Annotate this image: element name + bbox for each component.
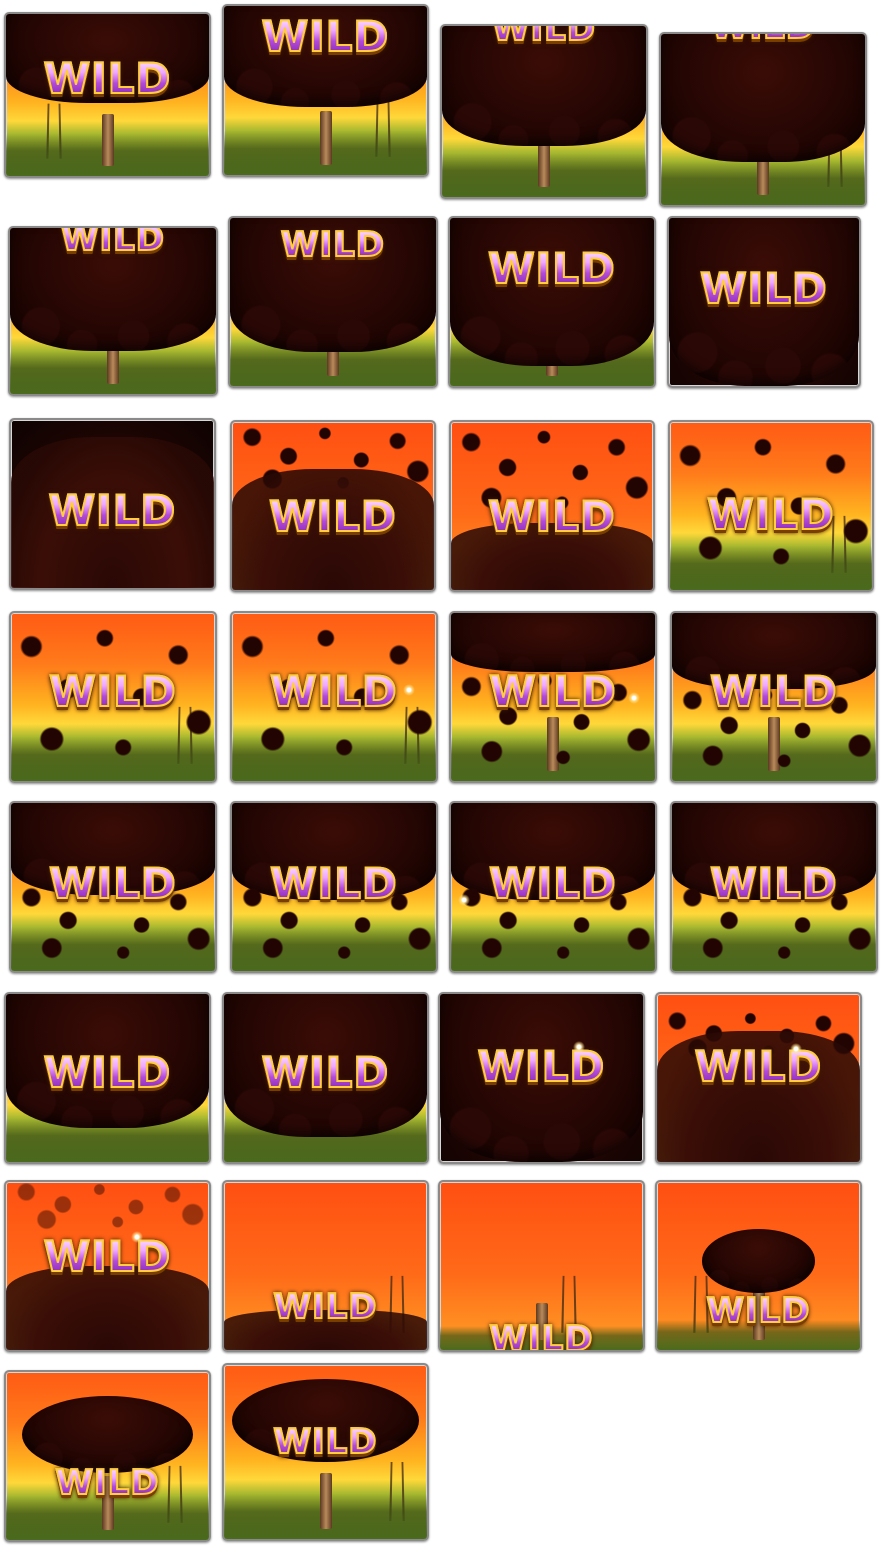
oil-gusher: [224, 6, 427, 108]
oil-gusher: [672, 613, 876, 689]
oil-gusher: [232, 1378, 419, 1463]
oil-gusher: [450, 218, 654, 366]
wild-frame-17: WILD: [9, 801, 217, 973]
oil-pool: [657, 1030, 860, 1162]
wild-frame-16: WILD: [670, 611, 878, 783]
wild-frame-2: WILD: [222, 4, 429, 177]
wild-frame-30: WILD: [222, 1363, 429, 1541]
oil-gusher: [701, 1229, 816, 1293]
oil-gusher: [10, 228, 216, 351]
wild-frame-19: WILD: [449, 801, 657, 973]
oil-droplets: [232, 878, 436, 971]
wellhead-pipe: [752, 1289, 765, 1340]
wild-frame-9: WILD: [9, 418, 216, 590]
wild-frame-8: WILD: [667, 216, 861, 388]
wild-frame-15: WILD: [449, 611, 657, 783]
wild-frame-5: WILD: [8, 226, 218, 396]
wild-frame-27: WILD: [438, 1180, 645, 1352]
oil-gusher: [440, 994, 643, 1162]
wild-frame-20: WILD: [670, 801, 878, 973]
oil-droplets: [232, 613, 436, 781]
oil-droplets: [6, 1182, 209, 1233]
oil-pool: [232, 469, 434, 590]
oil-gusher: [230, 218, 436, 353]
wild-frame-11: WILD: [449, 420, 655, 592]
wild-frame-18: WILD: [230, 801, 438, 973]
wellhead-pipe: [538, 132, 550, 187]
wild-frame-28: WILD: [655, 1180, 862, 1352]
oil-droplets: [670, 422, 872, 590]
wild-frame-26: WILD: [222, 1180, 429, 1352]
oil-gusher: [22, 1395, 193, 1473]
oil-droplets: [451, 663, 655, 781]
wild-frame-3: WILD: [440, 24, 648, 199]
wild-frame-10: WILD: [230, 420, 436, 592]
wellhead-pipe: [101, 1476, 114, 1530]
oil-pool: [451, 522, 653, 590]
oil-droplets: [672, 878, 876, 971]
sparkle-icon: [627, 691, 641, 705]
wellhead-pipe: [101, 114, 114, 167]
wellhead-pipe: [319, 1472, 332, 1529]
oil-pool: [224, 1309, 427, 1350]
wild-frame-4: WILD: [659, 32, 867, 207]
wild-frame-6: WILD: [228, 216, 438, 388]
wild-frame-13: WILD: [9, 611, 217, 783]
oil-droplets: [11, 878, 215, 971]
wellhead-pipe: [535, 1302, 548, 1340]
oil-droplets: [451, 878, 655, 971]
wellhead-pipe: [319, 110, 332, 165]
sparkle-icon: [130, 1230, 144, 1244]
oil-pool: [11, 436, 214, 588]
sparkle-icon: [457, 893, 471, 907]
wild-frame-12: WILD: [668, 420, 874, 592]
oil-gusher: [442, 26, 646, 146]
oil-gusher: [669, 218, 859, 386]
sparkle-icon: [572, 1040, 586, 1054]
wild-frame-21: WILD: [4, 992, 211, 1164]
oil-gusher: [224, 994, 427, 1137]
wild-frame-22: WILD: [222, 992, 429, 1164]
oil-gusher: [661, 34, 865, 163]
oil-droplets: [672, 680, 876, 781]
wild-frame-25: WILD: [4, 1180, 211, 1352]
oil-gusher: [6, 994, 209, 1129]
oil-gusher: [6, 14, 209, 104]
oil-derrick: [561, 1275, 577, 1333]
oil-pool: [6, 1266, 209, 1350]
sparkle-icon: [789, 1042, 803, 1056]
wild-frame-29: WILD: [4, 1370, 211, 1542]
oil-gusher: [451, 613, 655, 672]
wild-frame-23: WILD: [438, 992, 645, 1164]
wild-frame-24: WILD: [655, 992, 862, 1164]
wild-frame-7: WILD: [448, 216, 656, 388]
oil-droplets: [451, 422, 653, 523]
sparkle-icon: [402, 683, 416, 697]
wild-frame-1: WILD: [4, 12, 211, 178]
oil-droplets: [11, 613, 215, 781]
wild-frame-14: WILD: [230, 611, 438, 783]
